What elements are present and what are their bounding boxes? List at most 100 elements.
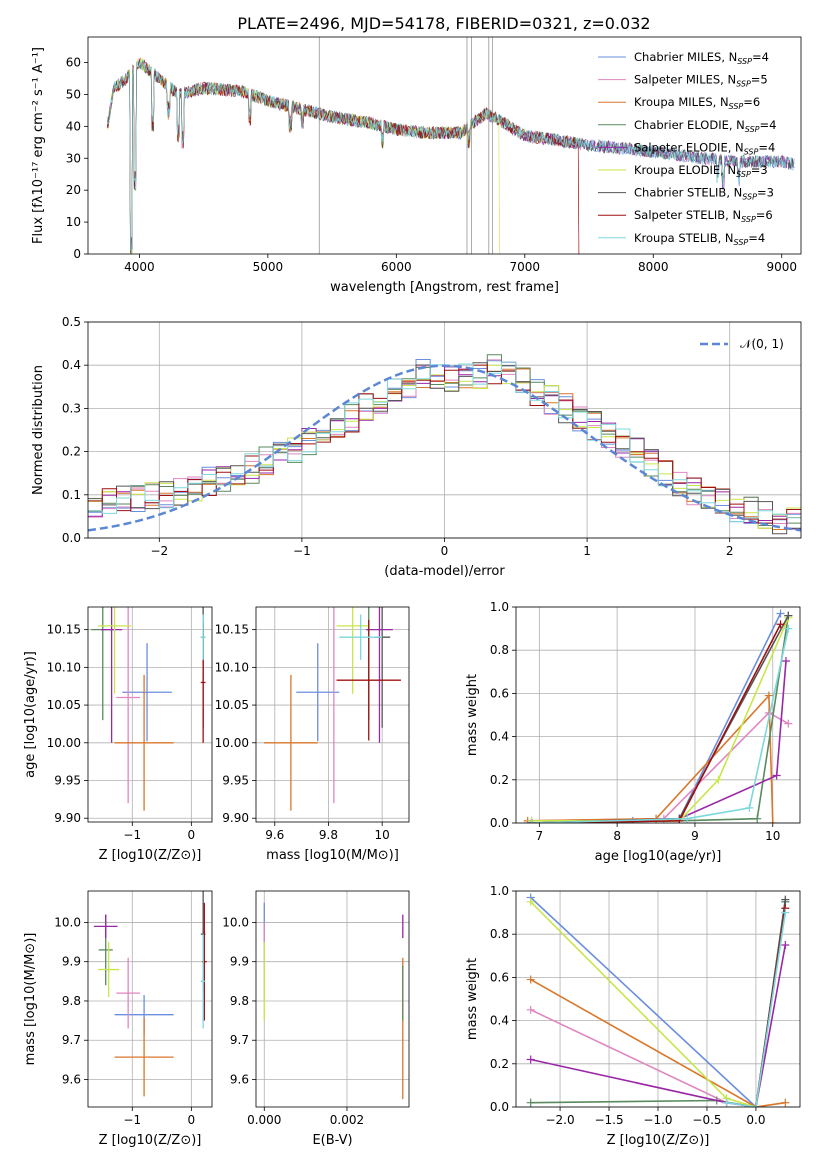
y-tick-label: 10.15 xyxy=(47,623,81,637)
y-tick-label: 10.00 xyxy=(47,736,81,750)
x-tick-label: −1 xyxy=(123,1113,141,1127)
weight-line-5 xyxy=(531,660,787,823)
mass_vs_z-axes: −1 0 9.6 9.7 9.8 9.9 10.0 Z [log10(Z/Z⊙)] mass [… xyxy=(23,890,213,1148)
y-tick-label: 0.2 xyxy=(490,773,509,787)
y-tick-label: 0 xyxy=(73,247,81,261)
x-tick-label: 0.0 xyxy=(746,1113,765,1127)
weight-marker xyxy=(526,975,535,984)
legend-label: Chabrier STELIB, NSSP=3 xyxy=(634,186,774,202)
y-tick-label: 9.6 xyxy=(230,1073,249,1087)
normal-legend-label: 𝒩(0, 1) xyxy=(740,337,784,351)
weight-marker xyxy=(781,908,790,917)
age_vs_mass-xlabel: mass [log10(M/M⊙)] xyxy=(266,848,399,863)
legend-label: Kroupa ELODIE, NSSP=3 xyxy=(634,163,768,179)
weight-marker xyxy=(776,620,785,629)
weight-marker xyxy=(526,1098,535,1107)
y-tick-label: 0.1 xyxy=(62,488,81,502)
weight-marker xyxy=(714,775,723,784)
legend-label: Kroupa MILES, NSSP=6 xyxy=(634,95,760,111)
x-tick-label: −1.0 xyxy=(643,1113,672,1127)
x-tick-label: 0 xyxy=(441,544,449,558)
legend-sub: SSP xyxy=(742,193,757,202)
weight_vs_age-axes: 7 8 9 10 0.0 0.2 0.4 0.6 0.8 1.0 age [log10(age/yr… xyxy=(465,600,801,864)
x-tick-label: 0 xyxy=(188,828,196,842)
legend-n: =6 xyxy=(743,95,760,109)
x-tick-label: 6000 xyxy=(381,260,412,274)
x-tick-label: −1 xyxy=(123,828,141,842)
weight-marker xyxy=(722,1098,731,1107)
x-tick-label: −0.5 xyxy=(692,1113,721,1127)
y-tick-label: 0.8 xyxy=(490,643,509,657)
legend-label: Salpeter ELODIE, NSSP=4 xyxy=(634,140,775,156)
x-tick-label: 0.002 xyxy=(330,1113,364,1127)
y-tick-label: 9.8 xyxy=(62,994,81,1008)
spectrum-axes: 4000 5000 6000 7000 8000 9000 0 10 20 30 40 50 60 wav… xyxy=(31,36,802,295)
weight-line-7 xyxy=(531,615,790,823)
legend-sub: SSP xyxy=(729,102,744,111)
y-tick-label: 30 xyxy=(66,151,81,165)
x-tick-label: 9000 xyxy=(766,260,797,274)
weight_vs_age-xlabel: age [log10(age/yr)] xyxy=(595,849,722,864)
y-tick-label: 9.9 xyxy=(230,955,249,969)
weight_vs_z-xlabel: Z [log10(Z/Z⊙)] xyxy=(607,1133,710,1148)
weight-marker xyxy=(768,819,777,823)
x-tick-label: 2 xyxy=(726,544,734,558)
y-tick-label: 10.05 xyxy=(47,698,81,712)
weight-marker xyxy=(745,803,754,812)
x-tick-label: −2 xyxy=(150,544,168,558)
y-tick-label: 9.6 xyxy=(62,1073,81,1087)
x-tick-label: 1 xyxy=(583,544,591,558)
weight-marker xyxy=(753,814,762,823)
weight-marker xyxy=(527,819,536,823)
x-tick-label: 8 xyxy=(613,829,621,843)
weight_vs_z-plot xyxy=(526,893,790,1107)
x-tick-label: 0.000 xyxy=(247,1113,281,1127)
legend-n: =6 xyxy=(756,208,773,222)
x-tick-label: −1 xyxy=(293,544,311,558)
weight_vs_z-axes: −2.0 −1.5 −1.0 −0.5 0.0 0.0 0.2 0.4 0.6 0.8 1.0 Z [… xyxy=(465,884,801,1148)
weight-marker xyxy=(526,1005,535,1014)
y-tick-label: 0.4 xyxy=(62,358,81,372)
y-tick-label: 0.8 xyxy=(490,927,509,941)
age_vs_z-axes: −1 0 9.90 9.95 10.00 10.05 10.10 10.15 Z [log10(… xyxy=(23,606,213,863)
x-tick-label: −2.0 xyxy=(545,1113,574,1127)
weight-line-9 xyxy=(531,628,790,823)
weight-line-9 xyxy=(726,912,787,1107)
legend-n: =3 xyxy=(751,163,768,177)
y-tick-label: 0.0 xyxy=(490,816,509,830)
y-tick-label: 0.2 xyxy=(490,1057,509,1071)
y-tick-label: 9.90 xyxy=(222,811,249,825)
weight-marker xyxy=(683,814,692,823)
age_vs_mass-frame xyxy=(255,606,410,823)
x-tick-label: 10 xyxy=(765,829,780,843)
y-tick-label: 10 xyxy=(66,215,81,229)
y-tick-label: 9.9 xyxy=(62,955,81,969)
legend-label: Chabrier MILES, NSSP=4 xyxy=(634,50,769,66)
y-tick-label: 10.10 xyxy=(47,660,81,674)
y-tick-label: 10.05 xyxy=(215,698,249,712)
histogram-6 xyxy=(88,364,801,529)
y-tick-label: 9.7 xyxy=(230,1033,249,1047)
legend-sub: SSP xyxy=(734,238,749,247)
x-tick-label: 5000 xyxy=(253,260,284,274)
weight_vs_z-ylabel: mass weight xyxy=(465,958,480,1040)
y-tick-label: 9.7 xyxy=(62,1033,81,1047)
mass_vs_ebv-plot xyxy=(263,902,404,1100)
y-tick-label: 10.10 xyxy=(215,660,249,674)
age_vs_mass-plot xyxy=(264,607,401,811)
x-tick-label: 0 xyxy=(188,1113,196,1127)
weight-line-4 xyxy=(531,615,790,823)
y-tick-label: 0.3 xyxy=(62,401,81,415)
weight_vs_age-frame xyxy=(515,606,801,824)
legend-n: =4 xyxy=(758,140,775,154)
legend-label: Salpeter MILES, NSSP=5 xyxy=(634,73,768,89)
spectrum-plot xyxy=(107,37,795,254)
legend-sub: SSP xyxy=(737,57,752,66)
x-tick-label: 9.6 xyxy=(265,828,284,842)
figure-title: PLATE=2496, MJD=54178, FIBERID=0321, z=0… xyxy=(237,14,650,33)
y-tick-label: 0.4 xyxy=(490,1014,509,1028)
y-tick-label: 10.0 xyxy=(54,915,81,929)
weight-marker xyxy=(781,1098,790,1107)
y-tick-label: 1.0 xyxy=(490,600,509,614)
